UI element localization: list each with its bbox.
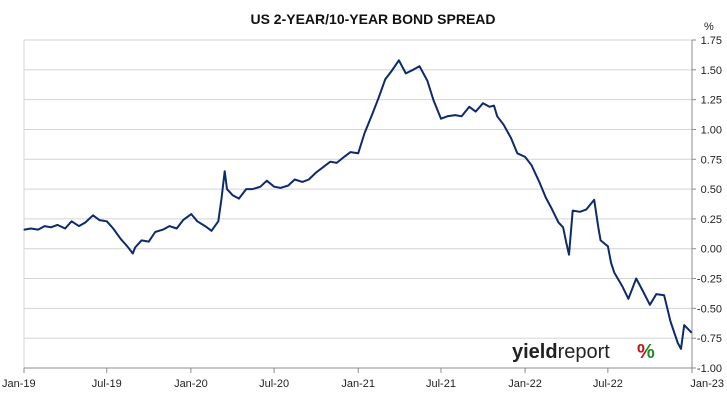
logo-text-yield: yield — [512, 341, 558, 363]
svg-text:yieldreport: yieldreport — [512, 341, 610, 363]
y-axis-unit-label: % — [704, 21, 714, 33]
y-tick-label: 1.25 — [701, 95, 722, 107]
y-tick-label: 1.50 — [701, 65, 722, 77]
yieldreport-logo: yieldreport % — [512, 341, 655, 363]
x-tick-label: Jan-20 — [174, 378, 208, 390]
x-tick-label: Jul-21 — [426, 378, 456, 390]
y-tick-label: 0.25 — [701, 214, 722, 226]
x-tick-label: Jan-21 — [341, 378, 375, 390]
x-tick-label: Jul-20 — [259, 378, 289, 390]
axes: -1.00 -0.75 -0.50 -0.25 0.00 0.25 0.50 0.75 1.00… — [2, 35, 724, 390]
y-tick-label: 0.00 — [701, 244, 722, 256]
y-tick-label: 0.50 — [701, 184, 722, 196]
x-tick-label: Jan-23 — [690, 378, 724, 390]
x-tick-label: Jul-22 — [593, 378, 623, 390]
logo-percent-icon: % — [637, 341, 655, 363]
y-tick-label: 1.00 — [701, 124, 722, 136]
y-tick-label: -0.25 — [697, 274, 722, 286]
x-tick-label: Jan-22 — [508, 378, 542, 390]
y-tick-label: 0.75 — [701, 154, 722, 166]
x-tick-label: Jan-19 — [2, 378, 36, 390]
y-tick-label: -1.00 — [697, 363, 722, 375]
chart-title: US 2-YEAR/10-YEAR BOND SPREAD — [250, 11, 495, 27]
series-layer — [23, 59, 693, 350]
x-tick-label: Jul-19 — [92, 378, 122, 390]
logo-text-report: report — [558, 341, 611, 363]
y-tick-label: -0.75 — [697, 333, 722, 345]
series-line — [23, 59, 693, 350]
y-tick-label: 1.75 — [701, 35, 722, 47]
y-tick-label: -0.50 — [697, 303, 722, 315]
